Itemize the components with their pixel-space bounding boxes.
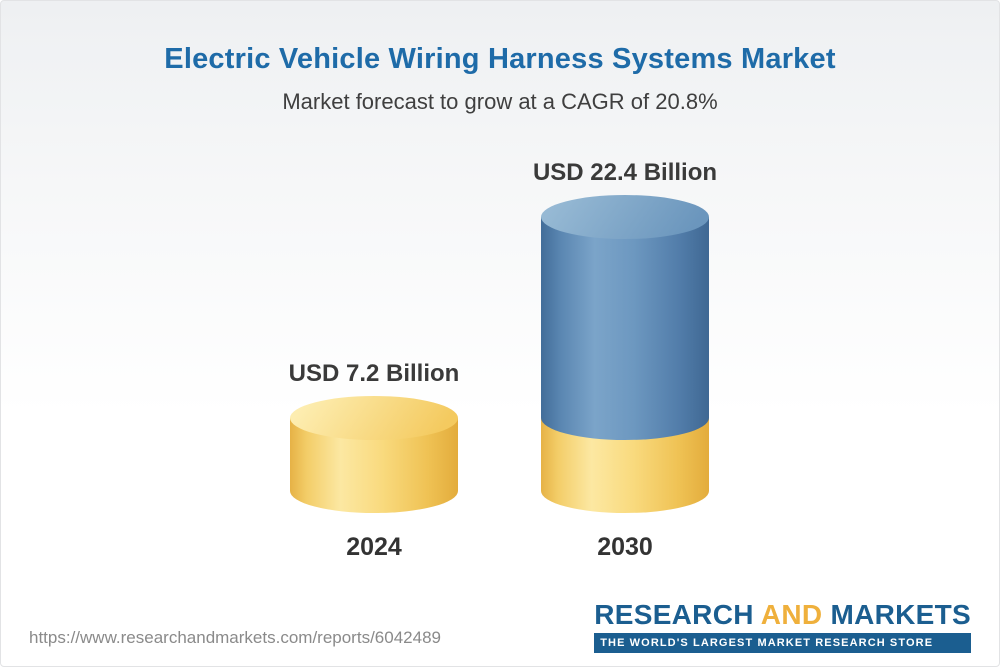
logo-word-research: RESEARCH: [594, 599, 754, 630]
axis-label-2030: 2030: [597, 533, 653, 561]
axis-label-2024: 2024: [346, 533, 402, 561]
logo-word-markets: MARKETS: [830, 599, 971, 630]
bar-2030-top: [541, 195, 709, 239]
logo-wordmark: RESEARCH AND MARKETS: [594, 600, 971, 630]
report-url: https://www.researchandmarkets.com/repor…: [29, 628, 441, 647]
bar-2024-top: [290, 396, 458, 440]
research-and-markets-logo: RESEARCH AND MARKETS THE WORLD'S LARGEST…: [594, 600, 971, 653]
bar-2024-value-label: USD 7.2 Billion: [288, 360, 460, 387]
chart-subtitle: Market forecast to grow at a CAGR of 20.…: [282, 89, 718, 114]
bar-2030-body: [541, 217, 709, 440]
logo-tagline: THE WORLD'S LARGEST MARKET RESEARCH STOR…: [594, 633, 971, 653]
chart-title: Electric Vehicle Wiring Harness Systems …: [164, 43, 836, 75]
bar-2030-value-label: USD 22.4 Billion: [532, 159, 718, 186]
logo-word-and: AND: [760, 599, 823, 630]
